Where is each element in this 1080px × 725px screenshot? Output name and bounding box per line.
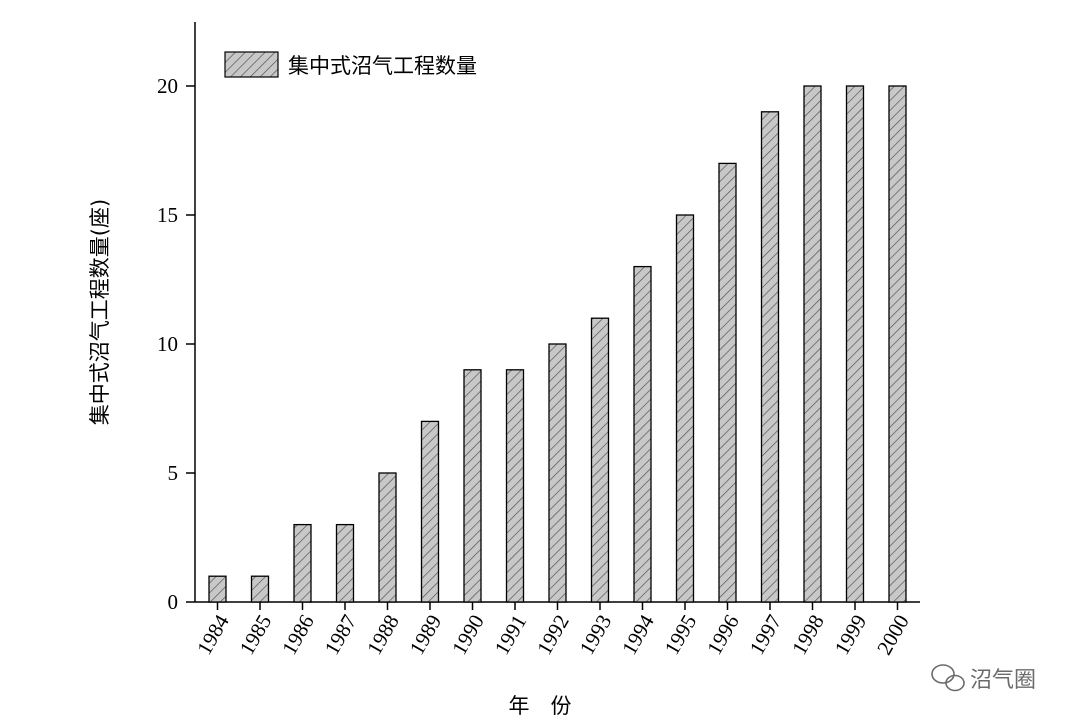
bar — [675, 214, 695, 603]
bar — [888, 85, 907, 603]
legend-swatch — [224, 51, 279, 78]
y-ticks: 0 5 10 15 20 — [157, 74, 195, 614]
x-tick-label: 1988 — [362, 611, 404, 659]
x-tick-label: 1993 — [575, 611, 617, 659]
bars — [208, 85, 907, 603]
x-tick-label: 1999 — [830, 611, 872, 659]
x-tick-label: 1998 — [787, 611, 829, 659]
x-tick-label: 1989 — [405, 611, 447, 659]
x-tick-label: 1990 — [447, 611, 489, 659]
x-ticks: 1984 1985 1986 1987 1988 1989 1990 1991 1992 1993… — [192, 602, 914, 659]
bar — [505, 369, 525, 603]
x-tick-label: 1995 — [660, 611, 702, 659]
x-tick-label: 1984 — [192, 610, 234, 659]
y-tick-label: 15 — [157, 203, 178, 227]
bar — [590, 317, 610, 603]
legend-label: 集中式沼气工程数量 — [288, 54, 477, 78]
x-tick-label: 1992 — [532, 611, 574, 659]
y-tick-label: 20 — [157, 74, 178, 98]
bar — [845, 85, 865, 603]
x-tick-label: 1996 — [702, 611, 744, 659]
x-tick-label: 1994 — [617, 610, 659, 659]
y-tick-label: 0 — [168, 590, 179, 614]
bar — [548, 343, 567, 603]
y-tick-label: 5 — [168, 461, 179, 485]
bar — [293, 523, 312, 603]
bar — [718, 162, 737, 603]
watermark-text: 沼气圈 — [970, 668, 1036, 693]
bar — [463, 369, 482, 603]
y-tick-label: 10 — [157, 332, 178, 356]
watermark: 沼气圈 — [931, 664, 1036, 693]
x-tick-label: 1997 — [745, 611, 787, 659]
bar — [335, 523, 355, 603]
x-axis-title: 年 份 — [509, 694, 572, 718]
x-tick-label: 1986 — [277, 611, 319, 659]
bar — [760, 111, 780, 603]
bar — [803, 85, 822, 603]
x-tick-label: 1991 — [490, 611, 532, 659]
legend: 集中式沼气工程数量 — [224, 51, 477, 78]
x-tick-label: 2000 — [872, 611, 914, 659]
bar — [420, 420, 440, 603]
bar — [208, 575, 227, 603]
bar — [378, 472, 397, 603]
x-tick-label: 1985 — [235, 611, 277, 659]
bar — [250, 575, 270, 603]
y-axis-title: 集中式沼气工程数量(座) — [88, 199, 112, 425]
wechat-icon — [931, 664, 965, 692]
bar — [633, 265, 652, 603]
x-tick-label: 1987 — [320, 611, 362, 659]
